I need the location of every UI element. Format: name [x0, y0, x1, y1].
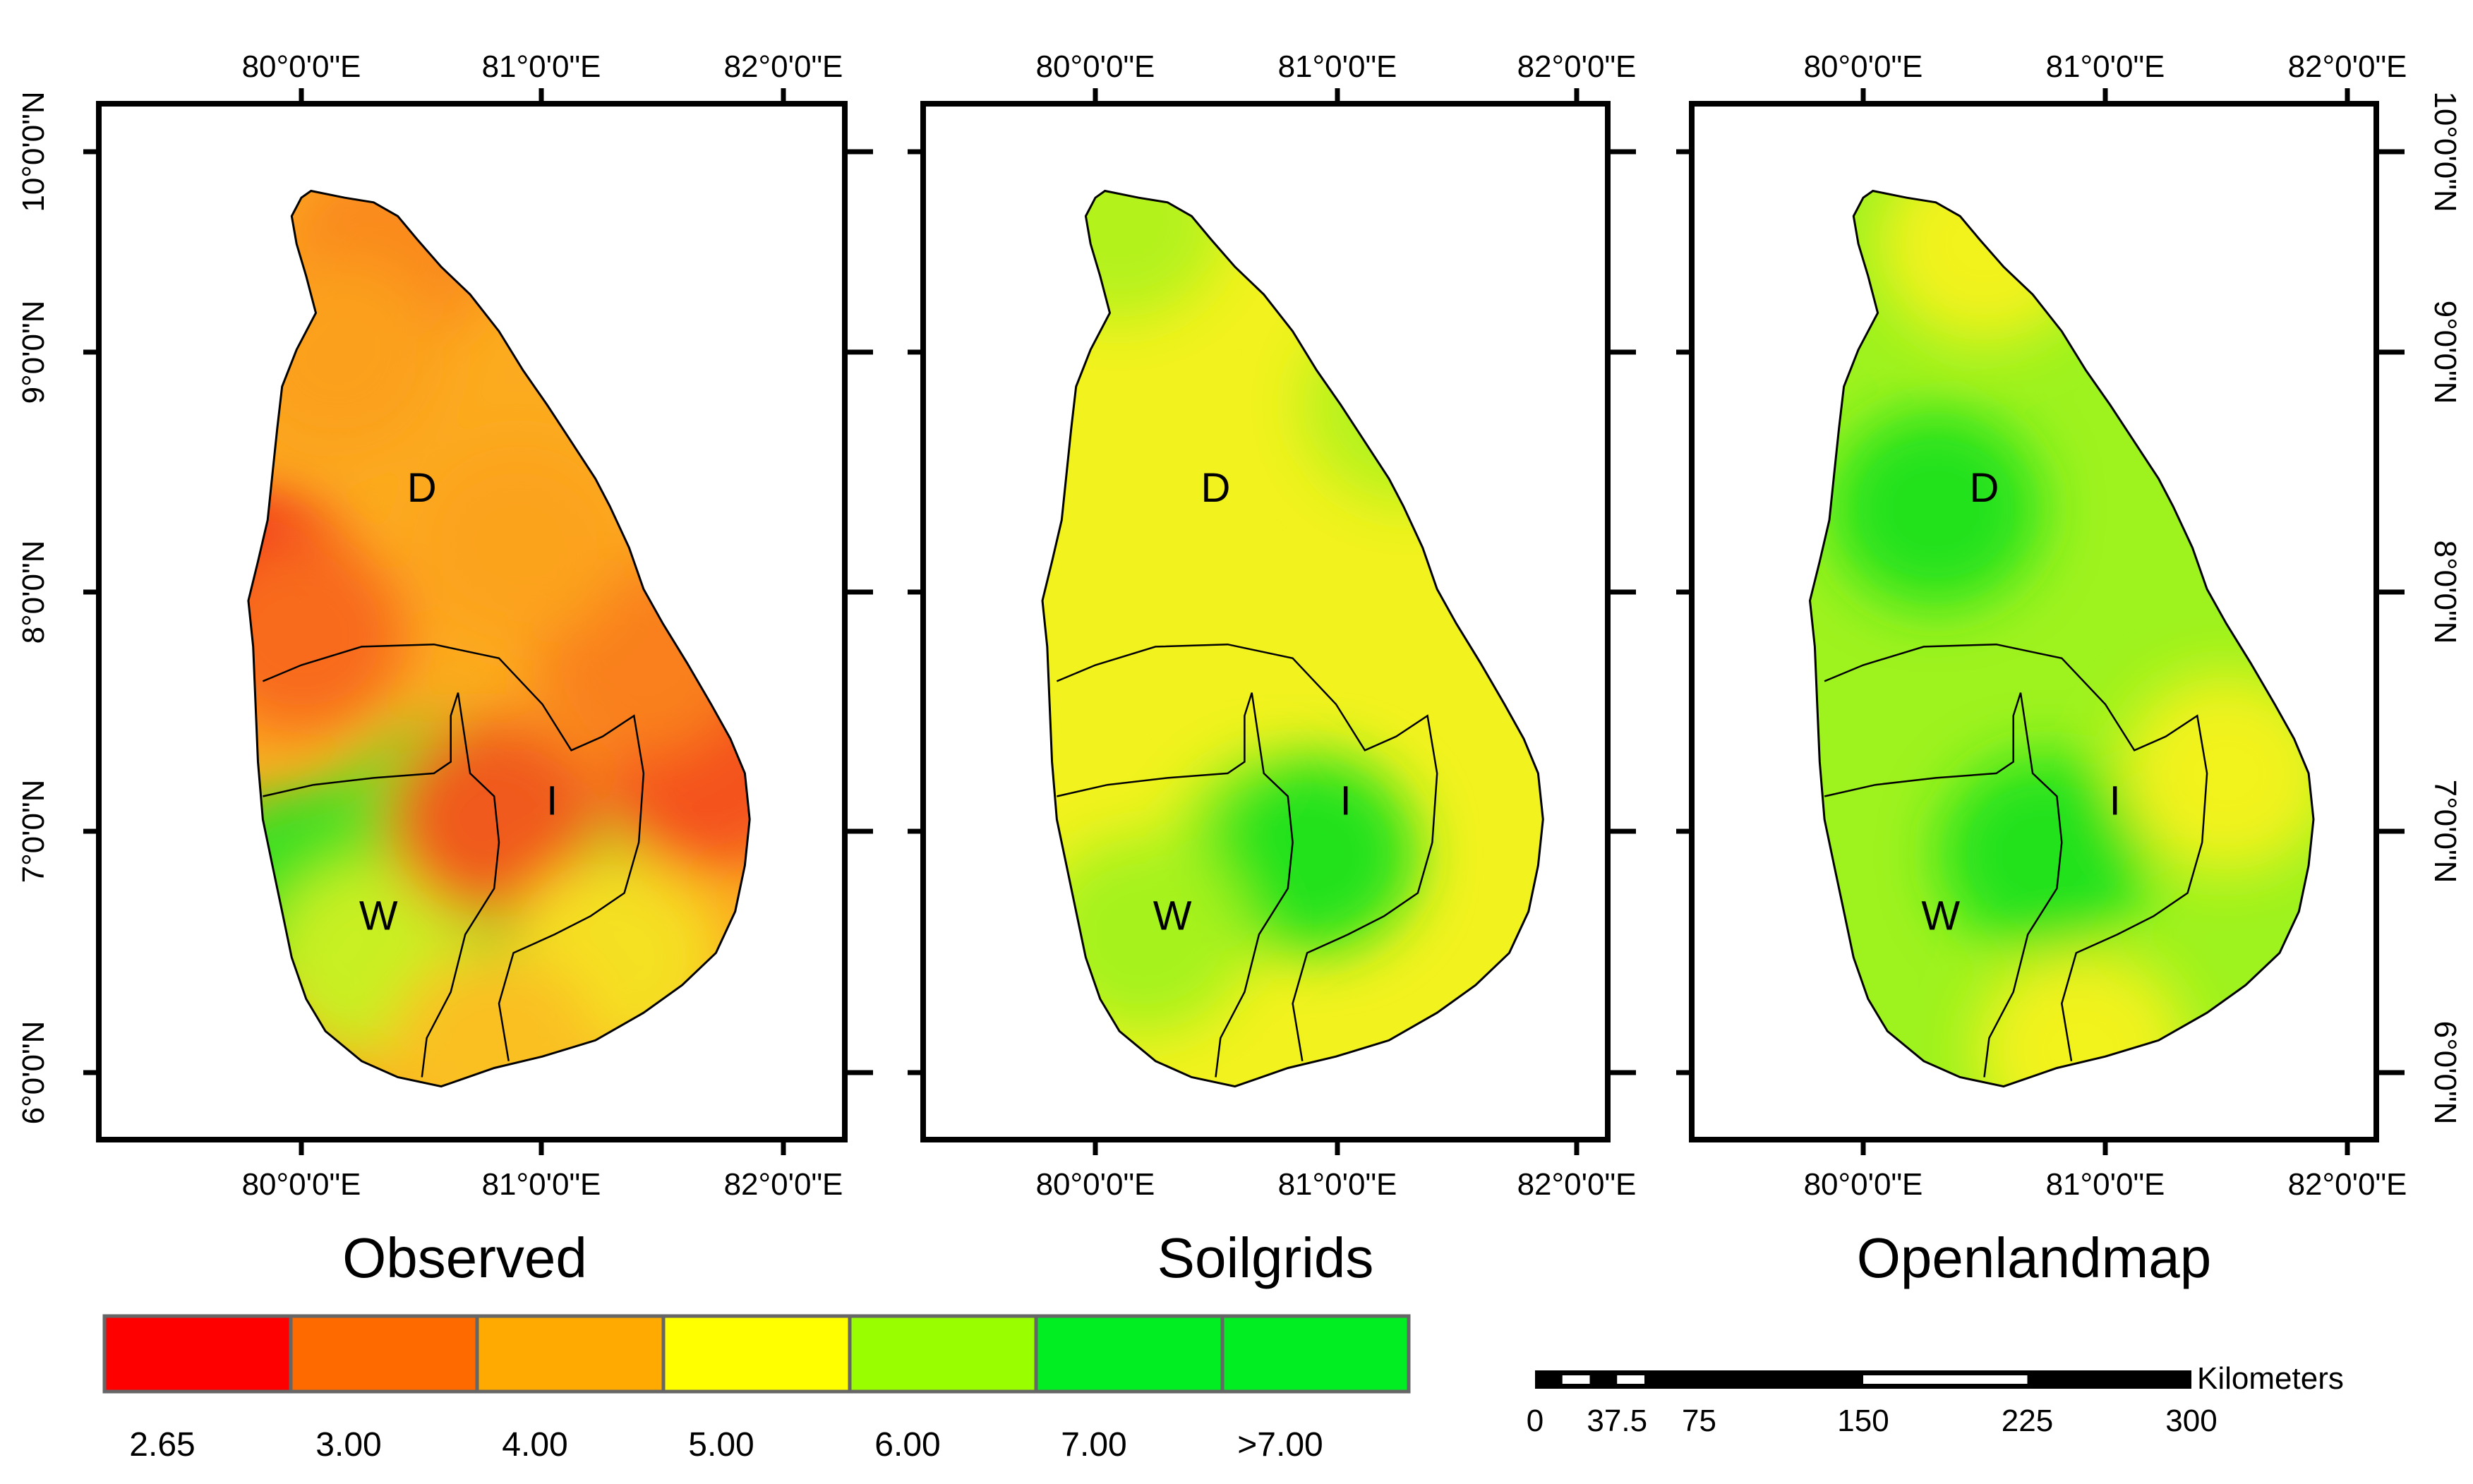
- raster-blob: [248, 260, 444, 458]
- wet-zone-boundary: [1824, 692, 2063, 1078]
- lat-label-right: 9°0'0"N: [2428, 301, 2462, 404]
- raster-blob: [388, 951, 601, 1087]
- map-frame: [96, 101, 848, 1142]
- legend-swatch: [661, 1314, 852, 1394]
- lat-label-left: 10°0'0"N: [16, 91, 51, 212]
- raster-blob: [388, 720, 601, 919]
- lat-label-left: 6°0'0"N: [16, 1021, 51, 1125]
- lon-label-bottom: 80°0'0"E: [242, 1167, 361, 1202]
- scale-label: 300: [2165, 1404, 2217, 1438]
- lon-label-bottom: 81°0'0"E: [482, 1167, 601, 1202]
- raster-blob: [1975, 951, 2187, 1087]
- lon-label-bottom: 82°0'0"E: [2288, 1167, 2407, 1202]
- raster-blob: [1042, 835, 1250, 1034]
- legend-swatch: [1034, 1314, 1225, 1394]
- coastline: [1041, 189, 1544, 1088]
- zone-label-wet: W: [1153, 893, 1192, 939]
- raster-fill: [1810, 191, 2313, 1087]
- raster-blob: [1042, 191, 1226, 320]
- zone-label-intermediate: I: [2110, 778, 2121, 824]
- lat-label-right: 7°0'0"N: [2428, 780, 2462, 883]
- legend-swatch: [1220, 1314, 1411, 1394]
- scale-bar: 0 37.5 75 150 225 300 Kilometers: [1527, 1361, 2344, 1438]
- lat-label-left: 7°0'0"N: [16, 780, 51, 883]
- wet-zone-boundary: [263, 692, 500, 1078]
- legend-label: 2.65: [129, 1426, 195, 1464]
- lon-label-bottom: 81°0'0"E: [1278, 1167, 1397, 1202]
- legend-label: 3.00: [315, 1426, 381, 1464]
- raster-blob: [248, 536, 407, 735]
- legend-swatch: [289, 1314, 479, 1394]
- legend-label: >7.00: [1237, 1426, 1323, 1464]
- dry-zone-boundary: [1824, 643, 2208, 1061]
- scale-unit: Kilometers: [2197, 1361, 2344, 1396]
- wet-zone-boundary: [1057, 692, 1294, 1078]
- lon-label-bottom: 82°0'0"E: [724, 1167, 843, 1202]
- lat-label-right: 10°0'0"N: [2428, 91, 2462, 212]
- lon-label-bottom: 81°0'0"E: [2046, 1167, 2165, 1202]
- zone-label-wet: W: [359, 893, 398, 939]
- legend-swatch: [475, 1314, 666, 1394]
- coastline: [1808, 189, 2315, 1088]
- map-panel-3: D I W 80°0'0"E 80°0'0"E 81°0'0"E 81°0'0"E 82°0'…: [1676, 49, 2407, 1289]
- scale-bar-segment: [1617, 1375, 1644, 1384]
- raster-blob: [1939, 755, 2151, 953]
- lon-label-bottom: 80°0'0"E: [1804, 1167, 1923, 1202]
- map-title: Soilgrids: [1157, 1226, 1374, 1289]
- lon-label-top: 82°0'0"E: [1517, 49, 1637, 84]
- raster-fill: [1042, 191, 1544, 1087]
- legend-label: 7.00: [1061, 1426, 1126, 1464]
- map-frame: [1689, 101, 2379, 1142]
- color-legend: 2.65 3.00 4.00 5.00 6.00 7.00 >7.00: [102, 1314, 1411, 1464]
- lon-label-top: 82°0'0"E: [724, 49, 843, 84]
- zone-label-intermediate: I: [1340, 778, 1352, 824]
- lat-label-left: 9°0'0"N: [16, 301, 51, 404]
- map-frame: [920, 101, 1611, 1142]
- lon-label-top: 80°0'0"E: [1036, 49, 1155, 84]
- lon-label-top: 81°0'0"E: [482, 49, 601, 84]
- legend-label: 4.00: [502, 1426, 567, 1464]
- lon-label-bottom: 82°0'0"E: [1517, 1167, 1637, 1202]
- map-title: Openlandmap: [1857, 1226, 2212, 1289]
- scale-label: 37.5: [1587, 1404, 1647, 1438]
- map-panel-2: D I W 80°0'0"E 80°0'0"E 81°0'0"E 81°0'0"E 82°0'…: [908, 49, 1636, 1289]
- legend-swatch: [102, 1314, 293, 1394]
- zone-label-dry: D: [407, 465, 437, 511]
- lon-label-top: 82°0'0"E: [2288, 49, 2407, 84]
- map-panel-1: D I W 80°0'0"E 80°0'0"E 81°0'0"E 81°0'0"E 82°0'…: [83, 49, 873, 1289]
- zone-label-dry: D: [1970, 465, 1999, 511]
- raster-blob: [1829, 409, 2042, 608]
- raster-blob: [1302, 306, 1515, 504]
- scale-label: 225: [2002, 1404, 2053, 1438]
- lon-label-bottom: 80°0'0"E: [1036, 1167, 1155, 1202]
- lon-label-top: 80°0'0"E: [1804, 49, 1923, 84]
- raster-blob: [2120, 674, 2313, 872]
- maps-layer: D I W 80°0'0"E 80°0'0"E 81°0'0"E 81°0'0"E 82°0'…: [16, 49, 2462, 1289]
- legend-label: 5.00: [688, 1426, 754, 1464]
- scale-bar-segment: [1863, 1375, 2028, 1384]
- legend-label: 6.00: [874, 1426, 940, 1464]
- legend-swatch: [848, 1314, 1038, 1394]
- coastline: [247, 189, 751, 1088]
- raster-fill: [248, 191, 750, 1087]
- scale-label: 75: [1682, 1404, 1716, 1438]
- map-title: Observed: [342, 1226, 587, 1289]
- lon-label-top: 81°0'0"E: [2046, 49, 2165, 84]
- lat-label-right: 6°0'0"N: [2428, 1021, 2462, 1125]
- lat-label-left: 8°0'0"N: [16, 541, 51, 644]
- raster-blob: [1205, 755, 1418, 953]
- dry-zone-boundary: [1056, 643, 1438, 1061]
- scale-bar-segment: [1562, 1375, 1590, 1384]
- raster-blob: [412, 444, 625, 642]
- dry-zone-boundary: [262, 643, 645, 1061]
- zone-label-dry: D: [1201, 465, 1231, 511]
- zone-label-wet: W: [1921, 893, 1960, 939]
- lon-label-top: 81°0'0"E: [1278, 49, 1397, 84]
- scale-label: 150: [1837, 1404, 1889, 1438]
- lon-label-top: 80°0'0"E: [242, 49, 361, 84]
- lat-label-right: 8°0'0"N: [2428, 541, 2462, 644]
- scale-label: 0: [1527, 1404, 1544, 1438]
- zone-label-intermediate: I: [546, 778, 558, 824]
- raster-base: [1042, 191, 1544, 1087]
